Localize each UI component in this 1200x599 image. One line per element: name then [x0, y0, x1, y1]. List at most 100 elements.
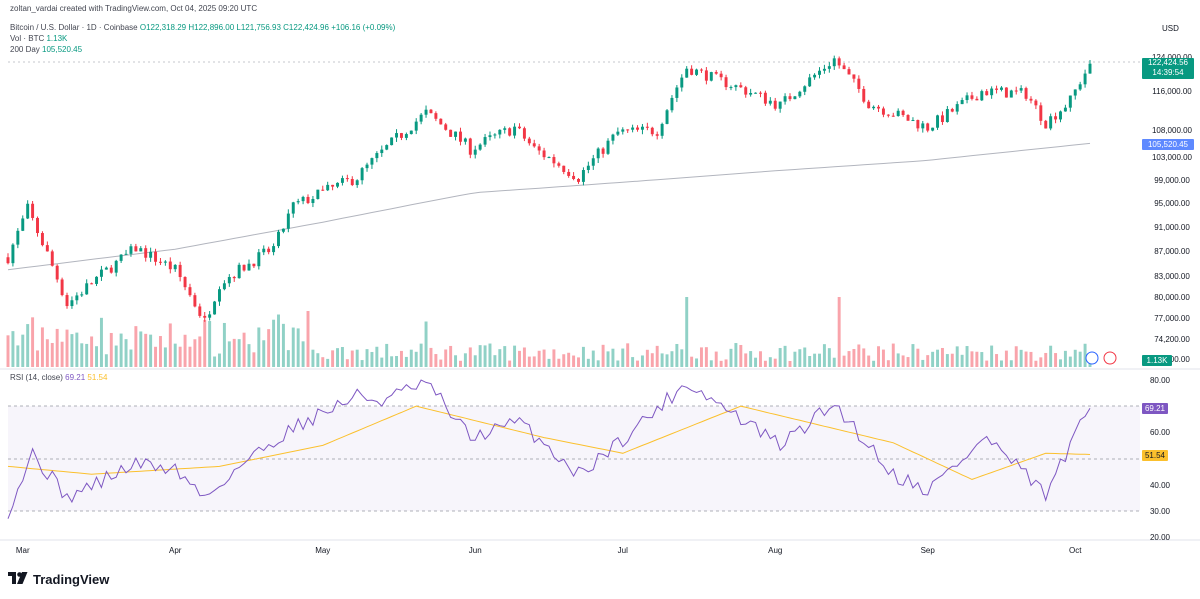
volume-bar: [90, 336, 94, 367]
candle-body: [154, 251, 158, 262]
volume-bar: [237, 339, 241, 367]
candle-body: [759, 92, 762, 94]
volume-bar: [454, 355, 458, 367]
ohlc-high: H122,896.00: [188, 23, 235, 32]
ma-legend[interactable]: 200 Day 105,520.45: [10, 45, 82, 54]
volume-bar: [1019, 349, 1023, 367]
candle-body: [729, 87, 733, 89]
candle-body: [252, 263, 256, 267]
volume-bar: [572, 355, 576, 367]
candle-body: [867, 101, 871, 109]
volume-bar: [714, 351, 718, 367]
volume-bar: [277, 314, 280, 367]
rsi-band-fill: [8, 406, 1140, 511]
volume-bar: [562, 354, 566, 367]
candle-body: [26, 203, 30, 219]
candle-body: [429, 109, 433, 114]
rsi-legend[interactable]: RSI (14, close) 69.21 51.54: [10, 373, 107, 382]
candle-body: [390, 137, 394, 146]
candle-body: [31, 203, 35, 218]
rsi-tick-label: 60.00: [1150, 428, 1171, 437]
candle-body: [636, 127, 640, 130]
candle-body: [104, 267, 108, 270]
candle-body: [872, 106, 876, 109]
volume-bar: [818, 353, 821, 367]
volume-bar: [139, 331, 143, 367]
volume-bar: [631, 357, 635, 367]
rsi-ma-value-tag: 51.54: [1142, 450, 1168, 461]
volume-bar: [70, 334, 74, 367]
volume-bar: [744, 353, 748, 367]
volume-legend[interactable]: Vol · BTC 1.13K: [10, 34, 67, 43]
candle-body: [60, 279, 64, 296]
volume-bar: [11, 331, 15, 367]
rsi-ma-legend-value: 51.54: [87, 373, 108, 382]
volume-bar: [1024, 351, 1028, 367]
volume-bar: [326, 358, 330, 367]
candle-body: [183, 277, 187, 288]
rsi-ma-path: [7, 405, 1091, 480]
volume-bar: [26, 324, 30, 367]
volume-bar: [645, 349, 649, 367]
candle-body: [257, 252, 261, 267]
volume-bar: [424, 321, 428, 367]
volume-bar: [414, 351, 418, 367]
volume-bar: [340, 347, 344, 367]
candle-body: [537, 146, 541, 151]
candle-body: [247, 263, 251, 271]
volume-bar: [6, 335, 10, 367]
candle-body: [454, 131, 458, 137]
candle-body: [980, 91, 984, 101]
volume-bar: [306, 311, 310, 367]
candle-body: [970, 95, 974, 99]
candle-body: [439, 118, 443, 125]
candle-body: [213, 301, 217, 315]
rsi-tick-label: 80.00: [1150, 376, 1171, 385]
tradingview-logo[interactable]: TradingView: [8, 571, 109, 587]
volume-bar: [144, 333, 148, 367]
volume-bar: [591, 350, 595, 367]
volume-bar: [1034, 360, 1038, 367]
volume-bar: [606, 351, 610, 367]
volume-bar: [926, 355, 930, 367]
candle-body: [513, 126, 517, 136]
volume-bar: [247, 344, 251, 367]
candle-body: [1029, 98, 1033, 101]
candle-body: [262, 248, 266, 253]
volume-bar: [857, 344, 861, 367]
candle-body: [70, 300, 74, 307]
volume-bar: [60, 341, 64, 367]
volume-bar: [272, 319, 276, 367]
candle-body: [227, 276, 231, 284]
candle-body: [842, 65, 846, 70]
candle-body: [75, 295, 79, 301]
price-tick-label: 91,000.00: [1154, 223, 1190, 232]
volume-bar: [458, 360, 462, 367]
candle-body: [522, 128, 526, 139]
volume-bar: [699, 347, 703, 367]
volume-legend-label: Vol · BTC: [10, 34, 45, 43]
candle-body: [95, 276, 99, 284]
volume-bar: [778, 348, 782, 367]
volume-bar: [444, 349, 448, 367]
candle-body: [567, 171, 571, 176]
volume-bar: [886, 360, 890, 367]
candle-body: [990, 88, 994, 96]
candle-body: [965, 95, 969, 101]
volume-bar: [1044, 352, 1048, 367]
volume-bar: [158, 336, 162, 367]
volume-bar: [1063, 350, 1067, 367]
volume-bar: [1078, 351, 1082, 367]
price-tick-label: 99,000.00: [1154, 176, 1190, 185]
volume-bar: [724, 359, 728, 367]
volume-bar: [783, 345, 787, 367]
credit-line: zoltan_vardai created with TradingView.c…: [10, 4, 258, 13]
volume-bar: [252, 352, 256, 367]
symbol-legend[interactable]: Bitcoin / U.S. Dollar · 1D · Coinbase O1…: [10, 23, 395, 32]
candle-body: [847, 69, 851, 75]
volume-bar: [50, 342, 54, 367]
volume-bar: [31, 317, 35, 367]
candle-body: [493, 134, 497, 136]
volume-bar: [198, 336, 202, 367]
